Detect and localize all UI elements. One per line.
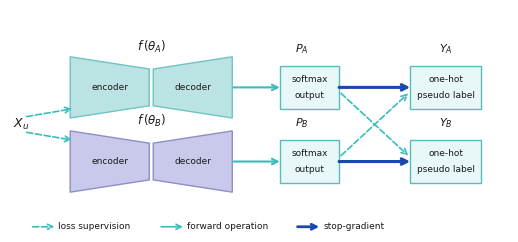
Polygon shape: [153, 57, 232, 118]
Polygon shape: [153, 131, 232, 192]
Text: decoder: decoder: [174, 83, 211, 92]
Text: encoder: encoder: [91, 83, 128, 92]
Text: $Y_A$: $Y_A$: [439, 42, 453, 56]
Polygon shape: [70, 57, 149, 118]
Text: pseudo label: pseudo label: [417, 91, 475, 100]
Text: softmax: softmax: [291, 149, 328, 158]
FancyBboxPatch shape: [280, 66, 339, 109]
FancyBboxPatch shape: [280, 140, 339, 183]
FancyBboxPatch shape: [410, 140, 481, 183]
Polygon shape: [70, 131, 149, 192]
Text: $P_A$: $P_A$: [295, 42, 308, 56]
Text: forward operation: forward operation: [187, 222, 268, 231]
Text: pseudo label: pseudo label: [417, 165, 475, 174]
Text: $Y_B$: $Y_B$: [439, 116, 453, 130]
FancyBboxPatch shape: [410, 66, 481, 109]
Text: output: output: [294, 165, 324, 174]
Text: one-hot: one-hot: [428, 149, 463, 158]
Text: $X_{u}$: $X_{u}$: [12, 117, 29, 132]
Text: output: output: [294, 91, 324, 100]
Text: loss supervision: loss supervision: [59, 222, 131, 231]
Text: $f\,(\theta_B)$: $f\,(\theta_B)$: [137, 113, 166, 129]
Text: decoder: decoder: [174, 157, 211, 166]
Text: $P_B$: $P_B$: [295, 116, 308, 130]
Text: encoder: encoder: [91, 157, 128, 166]
Text: $f\,(\theta_A)$: $f\,(\theta_A)$: [137, 39, 166, 55]
Text: one-hot: one-hot: [428, 75, 463, 84]
Text: stop-gradient: stop-gradient: [323, 222, 384, 231]
Text: softmax: softmax: [291, 75, 328, 84]
